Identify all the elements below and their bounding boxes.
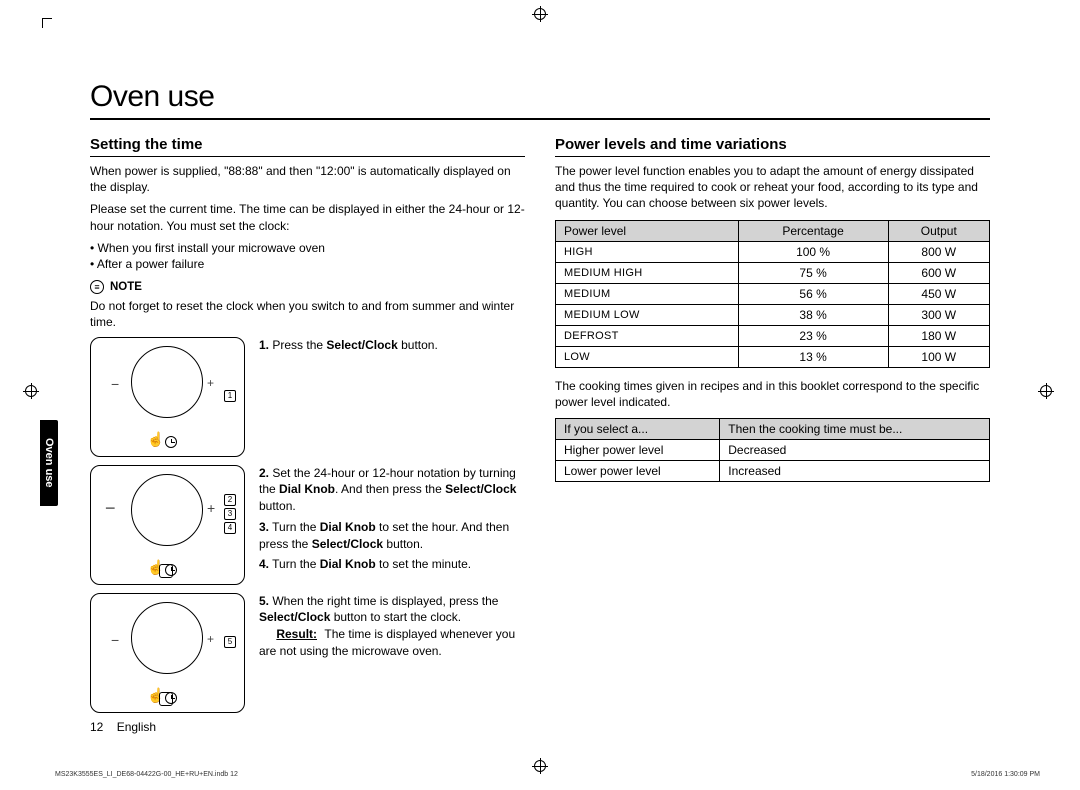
list-item: After a power failure: [90, 256, 525, 272]
section-heading-setting-time: Setting the time: [90, 136, 525, 157]
step-number-badge: 2: [224, 494, 236, 506]
page-number: 12: [90, 720, 103, 734]
dial-illustration: −+ 1 ☝: [90, 337, 245, 457]
table-header: If you select a...: [556, 418, 720, 439]
section-heading-power-levels: Power levels and time variations: [555, 136, 990, 157]
table-header: Percentage: [738, 220, 888, 241]
power-level-table: Power level Percentage Output HIGH100 %8…: [555, 220, 990, 368]
table-row: HIGH100 %800 W: [556, 241, 990, 262]
left-column: Setting the time When power is supplied,…: [90, 136, 525, 713]
step-number-badge: 4: [224, 522, 236, 534]
intro-p2: Please set the current time. The time ca…: [90, 201, 525, 233]
page-content: Oven use Setting the time When power is …: [90, 80, 990, 713]
power-intro: The power level function enables you to …: [555, 163, 990, 212]
step-text: 1. Press the Select/Clock button.: [259, 337, 525, 354]
step-text: 5. When the right time is displayed, pre…: [259, 593, 525, 660]
registration-mark-icon: [534, 760, 546, 772]
intro-p1: When power is supplied, "88:88" and then…: [90, 163, 525, 195]
clock-icon: [165, 436, 177, 448]
registration-mark-icon: [25, 385, 37, 397]
step-text: 4. Turn the Dial Knob to set the minute.: [259, 556, 525, 573]
step-text: 2. Set the 24-hour or 12-hour notation b…: [259, 465, 525, 515]
table-row: Lower power levelIncreased: [556, 460, 990, 481]
step-number-badge: 5: [224, 636, 236, 648]
print-footer-left: MS23K3555ES_LI_DE68-04422G-00_HE+RU+EN.i…: [55, 771, 238, 778]
table-header: Power level: [556, 220, 739, 241]
table-row: LOW13 %100 W: [556, 346, 990, 367]
note-label: NOTE: [110, 281, 142, 293]
table-row: Higher power levelDecreased: [556, 439, 990, 460]
table-row: MEDIUM LOW38 %300 W: [556, 304, 990, 325]
step-number-badge: 1: [224, 390, 236, 402]
right-column: Power levels and time variations The pow…: [555, 136, 990, 713]
page-title: Oven use: [90, 80, 990, 120]
print-footer-right: 5/18/2016 1:30:09 PM: [971, 771, 1040, 778]
step-number-badge: 3: [224, 508, 236, 520]
step-row: −+ 1 ☝ 1. Press the Select/Clock button.: [90, 337, 525, 457]
page-language: English: [117, 720, 156, 734]
hand-icon: ☝: [147, 431, 164, 448]
table-row: MEDIUM HIGH75 %600 W: [556, 262, 990, 283]
side-tab: Oven use: [40, 420, 58, 506]
clock-reasons-list: When you first install your microwave ov…: [90, 240, 525, 272]
mid-text: The cooking times given in recipes and i…: [555, 378, 990, 410]
page-footer: 12 English: [90, 720, 156, 734]
step-text: 3. Turn the Dial Knob to set the hour. A…: [259, 519, 525, 553]
table-row: MEDIUM56 %450 W: [556, 283, 990, 304]
list-item: When you first install your microwave ov…: [90, 240, 525, 256]
table-header: Then the cooking time must be...: [720, 418, 990, 439]
cooking-time-table: If you select a... Then the cooking time…: [555, 418, 990, 482]
square-icon: [159, 564, 173, 578]
note-text: Do not forget to reset the clock when yo…: [90, 298, 525, 330]
step-row: − + 2 3 4 ☝ 2.: [90, 465, 525, 585]
registration-mark-icon: [534, 8, 546, 20]
dial-illustration: −+ 5 ☝: [90, 593, 245, 713]
square-icon: [159, 692, 173, 706]
note-icon: ≡: [90, 280, 104, 294]
step-row: −+ 5 ☝ 5. When the right time is display…: [90, 593, 525, 713]
note-block: ≡ NOTE: [90, 280, 525, 294]
table-row: DEFROST23 %180 W: [556, 325, 990, 346]
registration-mark-icon: [1040, 385, 1052, 397]
dial-illustration: − + 2 3 4 ☝: [90, 465, 245, 585]
table-header: Output: [888, 220, 989, 241]
